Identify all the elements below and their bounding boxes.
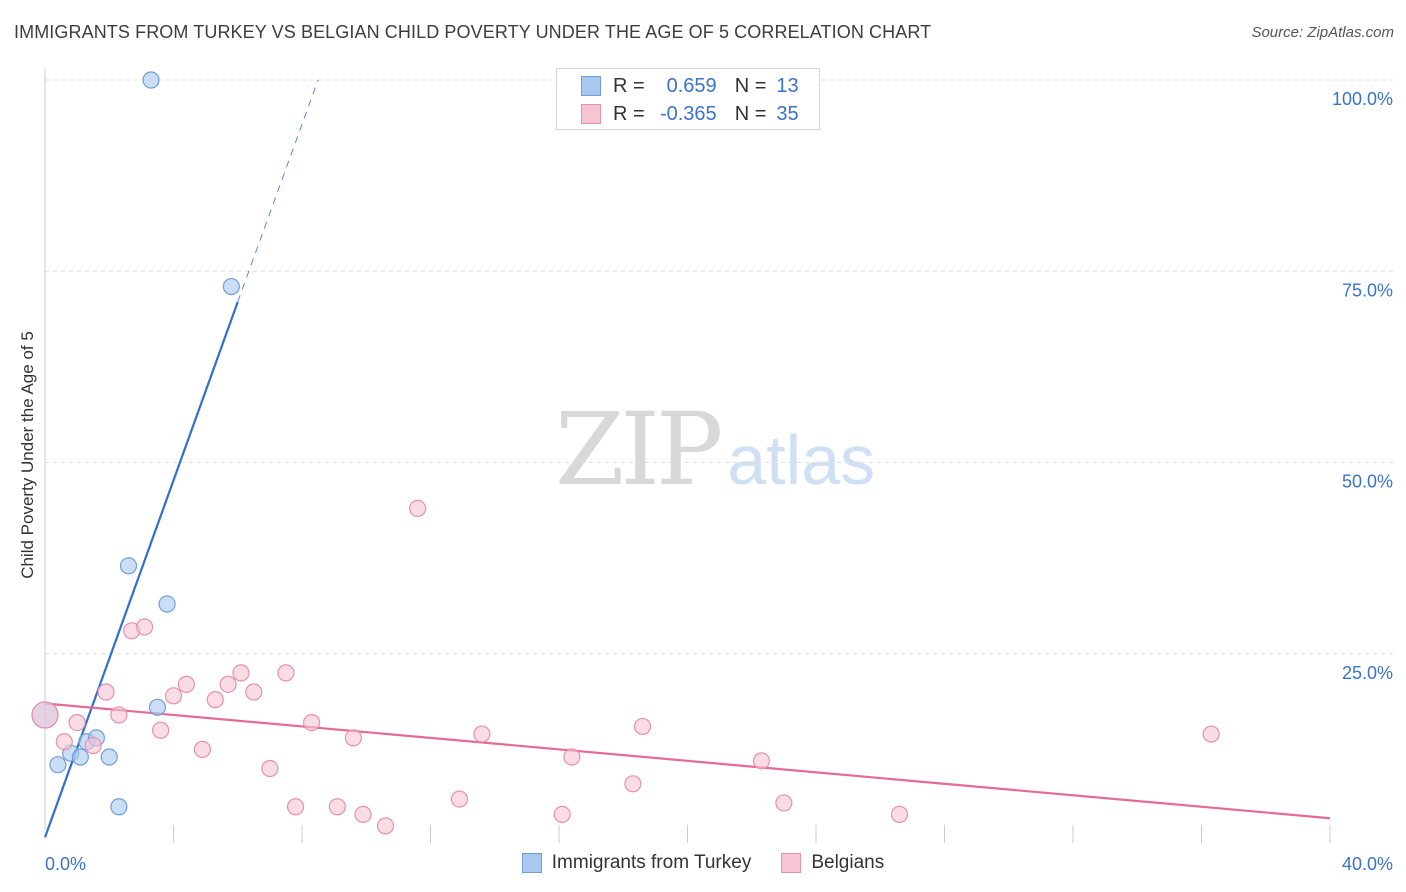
data-point-belgians — [277, 664, 295, 682]
data-point-belgians — [97, 683, 115, 701]
series-legend-turkey[interactable]: Immigrants from Turkey — [521, 852, 752, 874]
y-tick-label: 75.0% — [1342, 280, 1393, 300]
label-layer: 25.0% 50.0% 75.0% 100.0% 0.0% 40.0% — [45, 89, 1393, 874]
x-tick-label: 40.0% — [1342, 854, 1393, 874]
series-swatch-belgians — [781, 853, 802, 873]
series-legend: Immigrants from Turkey Belgians — [0, 852, 1406, 874]
data-point-belgians — [84, 736, 102, 755]
data-point-belgians — [890, 805, 909, 824]
data-point-belgians — [55, 733, 73, 751]
data-point-belgians — [752, 752, 770, 770]
data-point-belgians — [328, 798, 346, 816]
series-label-turkey: Immigrants from Turkey — [551, 852, 752, 873]
data-point-belgians — [553, 805, 571, 824]
watermark-atlas: atlas — [727, 421, 876, 499]
data-point-turkey — [110, 798, 128, 816]
series-label-belgians: Belgians — [811, 852, 885, 873]
data-point-belgians — [31, 701, 59, 729]
legend-swatch-turkey — [581, 76, 601, 96]
legend-swatch-belgians — [581, 104, 601, 124]
y-tick-label: 50.0% — [1342, 472, 1393, 492]
data-point-belgians — [409, 499, 427, 517]
data-point-belgians — [473, 725, 491, 743]
data-point-belgians — [563, 748, 581, 766]
trend-extension-0 — [237, 79, 319, 303]
data-point-belgians — [286, 798, 305, 816]
points-layer — [31, 71, 1220, 835]
data-point-belgians — [775, 794, 793, 812]
data-point-belgians — [135, 618, 154, 636]
chart-title: IMMIGRANTS FROM TURKEY VS BELGIAN CHILD … — [14, 22, 932, 42]
data-point-belgians — [193, 740, 212, 758]
watermark: ZIP atlas — [555, 400, 875, 500]
data-point-belgians — [68, 713, 86, 732]
data-point-turkey — [148, 698, 167, 716]
legend-r-value: 0.659 — [666, 74, 717, 97]
legend-n-value: 13 — [776, 74, 799, 97]
series-swatch-turkey — [521, 853, 542, 873]
legend-r-label: R = — [613, 102, 645, 125]
data-point-belgians — [164, 687, 183, 705]
legend-n-value: 35 — [776, 102, 799, 125]
data-point-belgians — [152, 721, 170, 739]
data-point-belgians — [177, 675, 195, 693]
data-point-turkey — [49, 756, 67, 774]
data-point-belgians — [303, 713, 321, 732]
legend-n-label: N = — [734, 102, 767, 125]
legend-row-belgians: R = -0.365 N = 35 — [581, 102, 799, 126]
data-point-belgians — [624, 775, 642, 793]
y-tick-label: 25.0% — [1342, 663, 1393, 683]
data-point-turkey — [71, 748, 89, 766]
series-legend-belgians[interactable]: Belgians — [781, 852, 884, 874]
x-tick-label: 0.0% — [45, 854, 86, 874]
correlation-legend: R = 0.659 N = 13 R = -0.365 N = 35 — [556, 68, 820, 130]
watermark-zip: ZIP — [555, 391, 723, 508]
data-point-turkey — [142, 71, 160, 89]
legend-row-turkey: R = 0.659 N = 13 — [581, 74, 799, 98]
data-point-turkey — [158, 595, 176, 613]
data-point-turkey — [222, 277, 240, 296]
data-point-belgians — [354, 805, 372, 824]
data-point-belgians — [450, 790, 469, 808]
trend-layer — [43, 79, 1331, 838]
data-point-belgians — [261, 759, 279, 778]
data-point-belgians — [633, 717, 652, 736]
legend-r-label: R = — [613, 74, 645, 97]
y-tick-label: 100.0% — [1332, 89, 1393, 109]
data-point-belgians — [344, 729, 362, 747]
trend-line-1 — [44, 702, 1331, 820]
data-point-belgians — [206, 691, 224, 709]
data-point-belgians — [245, 683, 263, 701]
data-point-belgians — [219, 675, 237, 693]
legend-n-label: N = — [734, 74, 767, 97]
data-point-belgians — [1202, 725, 1220, 743]
data-point-turkey — [100, 748, 118, 766]
data-point-belgians — [110, 706, 128, 724]
chart-source: Source: ZipAtlas.com — [1251, 24, 1394, 41]
axis-layer — [44, 68, 1331, 843]
grid-layer — [45, 79, 1395, 655]
legend-r-value: -0.365 — [659, 102, 717, 125]
data-point-turkey — [119, 557, 138, 575]
data-point-belgians — [376, 817, 395, 835]
data-point-belgians — [232, 664, 250, 682]
